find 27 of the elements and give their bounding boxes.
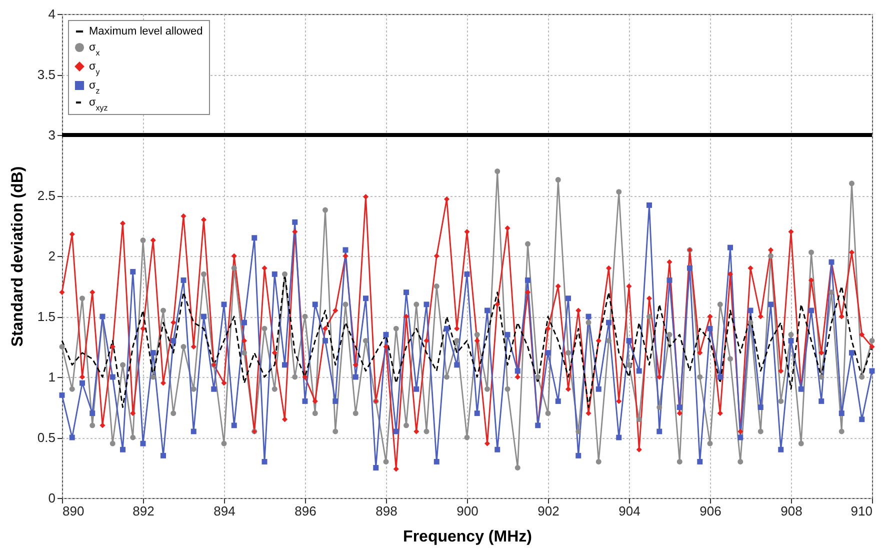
y-tick-label: 3 [48,128,56,142]
y-tick-label: 0 [48,490,56,506]
legend-label: σ$_{y}$ [89,60,100,76]
x-tick-label: 910 [850,504,872,518]
x-tick-label: 892 [132,504,154,518]
x-tick-label: 906 [700,504,722,518]
x-tick-label: 898 [376,504,398,518]
legend-label: σ$_{x}$ [89,42,100,57]
y-axis-title: Standard deviation (dB) [9,166,26,347]
x-axis-title: Frequency (MHz) [403,528,532,546]
x-tick-label: 904 [618,504,640,518]
y-tick-label: 2 [48,248,56,264]
x-tick-label: 890 [62,504,84,518]
x-tick-label: 902 [538,504,560,518]
legend-label: σ$_{xyz}$ [89,96,108,112]
y-tick-label: 1 [48,370,56,384]
y-tick-label: 1.5 [37,309,56,324]
legend-label: Maximum level allowed [89,26,203,38]
x-tick-label: 894 [214,504,236,518]
y-tick-label: 0.5 [37,430,56,445]
y-tick-label: 2.5 [37,188,56,203]
x-tick-label: 896 [294,504,316,518]
x-tick-label: 900 [456,504,478,518]
legend-label: σ$_{z}$ [89,80,100,95]
x-tick-label: 908 [780,504,802,518]
y-tick-label: 3.5 [37,67,56,82]
y-tick-label: 4 [48,6,56,22]
